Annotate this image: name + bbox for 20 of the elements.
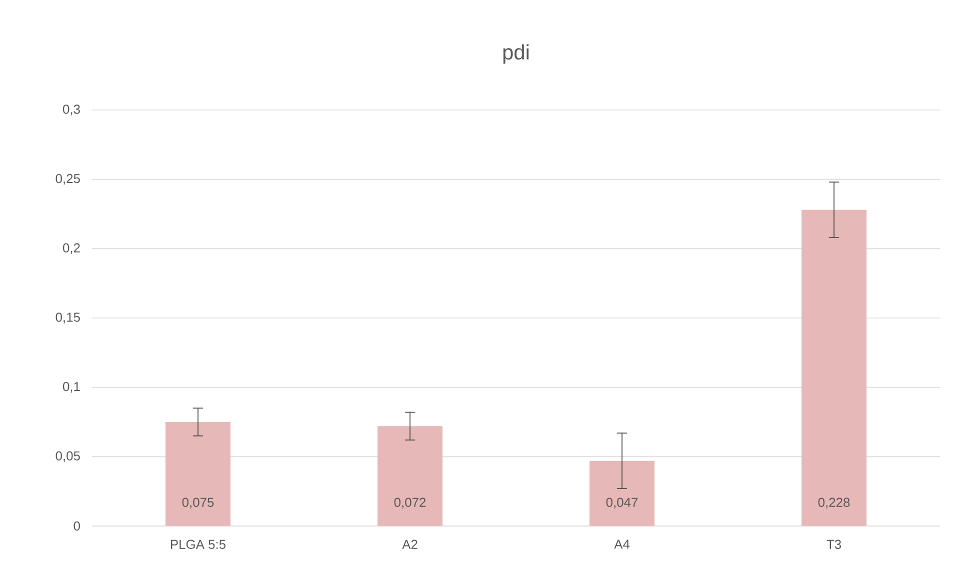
y-tick-label: 0,3 — [62, 104, 80, 116]
y-tick-label: 0,25 — [56, 174, 80, 185]
data-label: 0,075 — [182, 498, 214, 508]
bar — [802, 210, 867, 526]
x-tick-label: A2 — [402, 540, 418, 549]
bar — [590, 460, 655, 526]
data-label: 0,047 — [606, 498, 638, 508]
x-tick-label: T3 — [826, 540, 842, 549]
y-tick-label: 0,1 — [62, 382, 80, 393]
y-tick-label: 0,2 — [62, 243, 80, 254]
data-label: 0,228 — [818, 498, 850, 508]
x-tick-label: PLGA 5:5 — [170, 540, 226, 549]
chart-title: pdi — [503, 44, 529, 64]
y-tick-label: 0,05 — [56, 451, 80, 462]
y-tick-label: 0,15 — [56, 312, 80, 324]
data-label: 0,072 — [394, 498, 426, 508]
bar — [378, 426, 443, 526]
y-tick-label: 0 — [74, 521, 80, 531]
x-tick-label: A4 — [614, 540, 630, 549]
bar — [166, 422, 231, 526]
